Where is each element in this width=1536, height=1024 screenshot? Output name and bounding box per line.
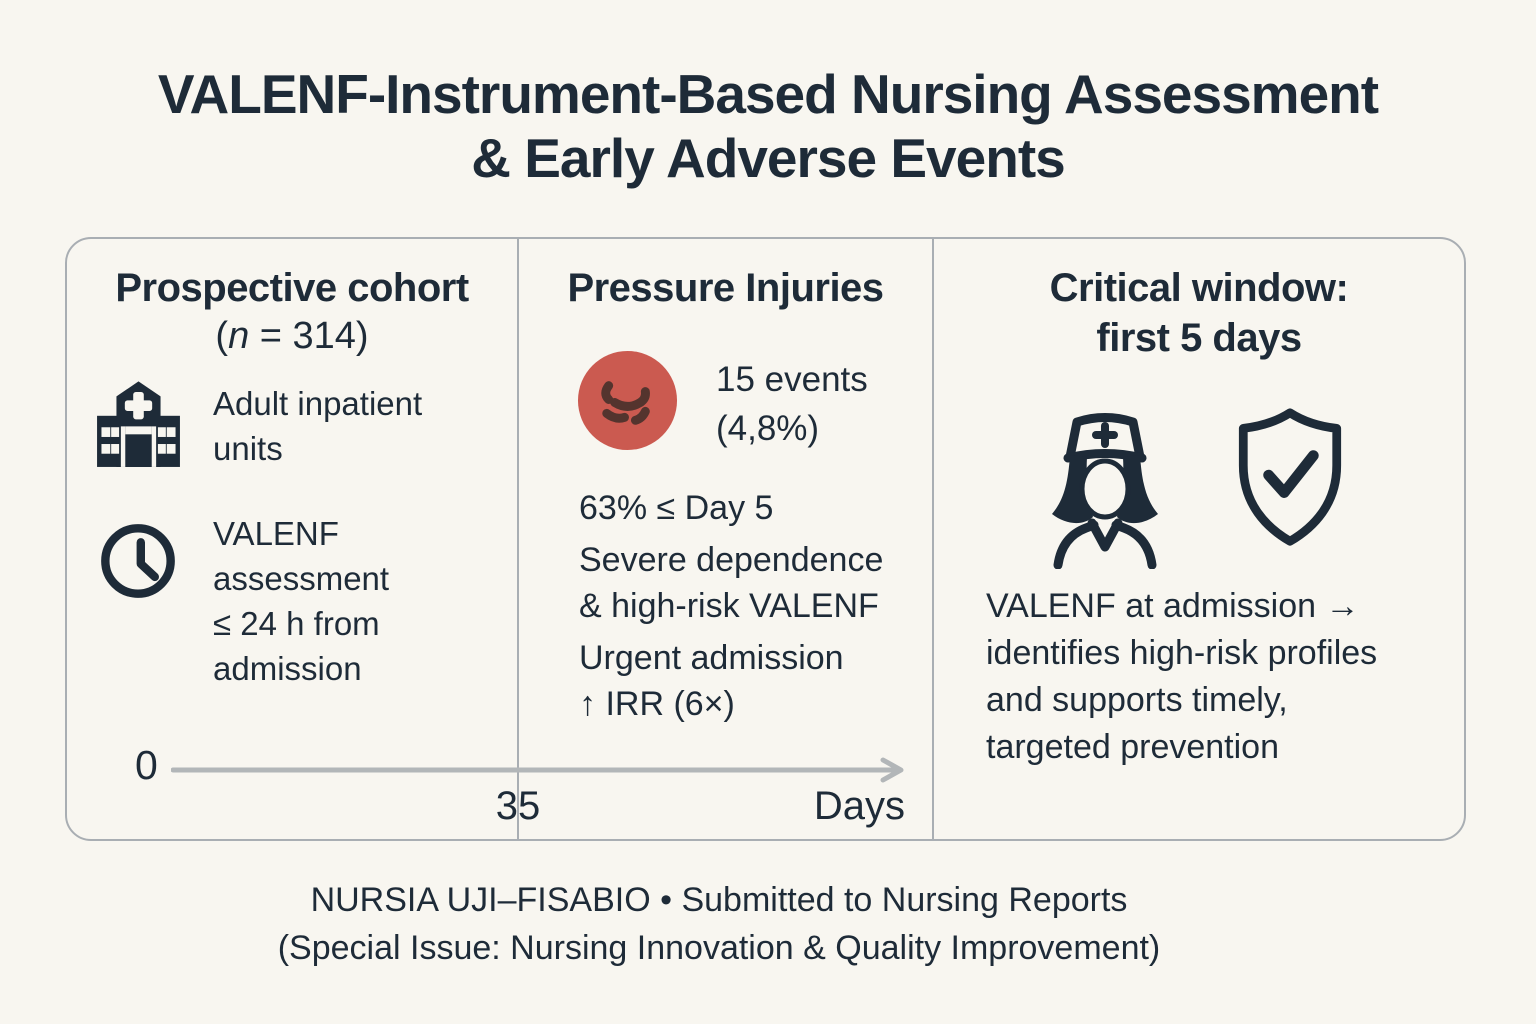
injuries-stat: 15 events (4,8%) [716,360,868,448]
timeline-arrow [171,757,916,783]
injuries-fact-risk-profile: Severe dependence & high-risk VALENF [579,541,884,625]
n-value: = 314) [249,315,369,357]
injuries-fact-timing: 63% ≤ Day 5 [579,489,774,527]
window-heading: Critical window: first 5 days [1049,266,1349,360]
panel-pressure-injuries: Pressure Injuries 15 events (4,8%) 63% ≤… [517,239,932,839]
cohort-sample-size: (n = 314) [67,315,517,358]
cohort-item-assessment: VALENF assessment ≤ 24 h from admission [81,511,389,691]
cohort-units-text: Adult inpatient units [213,384,423,467]
timeline-axis-label: Days [813,784,905,828]
injuries-heading: Pressure Injuries [567,266,884,310]
window-summary-text: VALENF at admission → identifies high-ri… [986,587,1378,766]
panel-container: Prospective cohort (n = 314) [65,237,1466,841]
nurse-icon [1030,397,1180,569]
paren-open: ( [215,315,229,357]
panel-critical-window: Critical window: first 5 days [932,239,1464,839]
timeline-start-label: 0 [135,742,158,788]
n-symbol: n [228,315,250,357]
footer-attribution: NURSIA UJI–FISABIO • Submitted to Nursin… [277,881,1161,967]
cohort-assessment-text: VALENF assessment ≤ 24 h from admission [213,515,390,687]
wound-icon [576,349,679,452]
hospital-icon [81,377,195,474]
timeline-mid-label: 35 [495,784,541,828]
clock-icon [81,511,195,603]
cohort-item-units: Adult inpatient units [81,377,422,474]
panel-prospective-cohort: Prospective cohort (n = 314) [67,239,517,839]
cohort-heading: Prospective cohort [115,266,469,310]
shield-check-icon [1230,405,1350,551]
injuries-fact-urgent-admission: Urgent admission ↑ IRR (6×) [579,639,844,723]
page-title: VALENF-Instrument-Based Nursing Assessme… [157,63,1379,189]
